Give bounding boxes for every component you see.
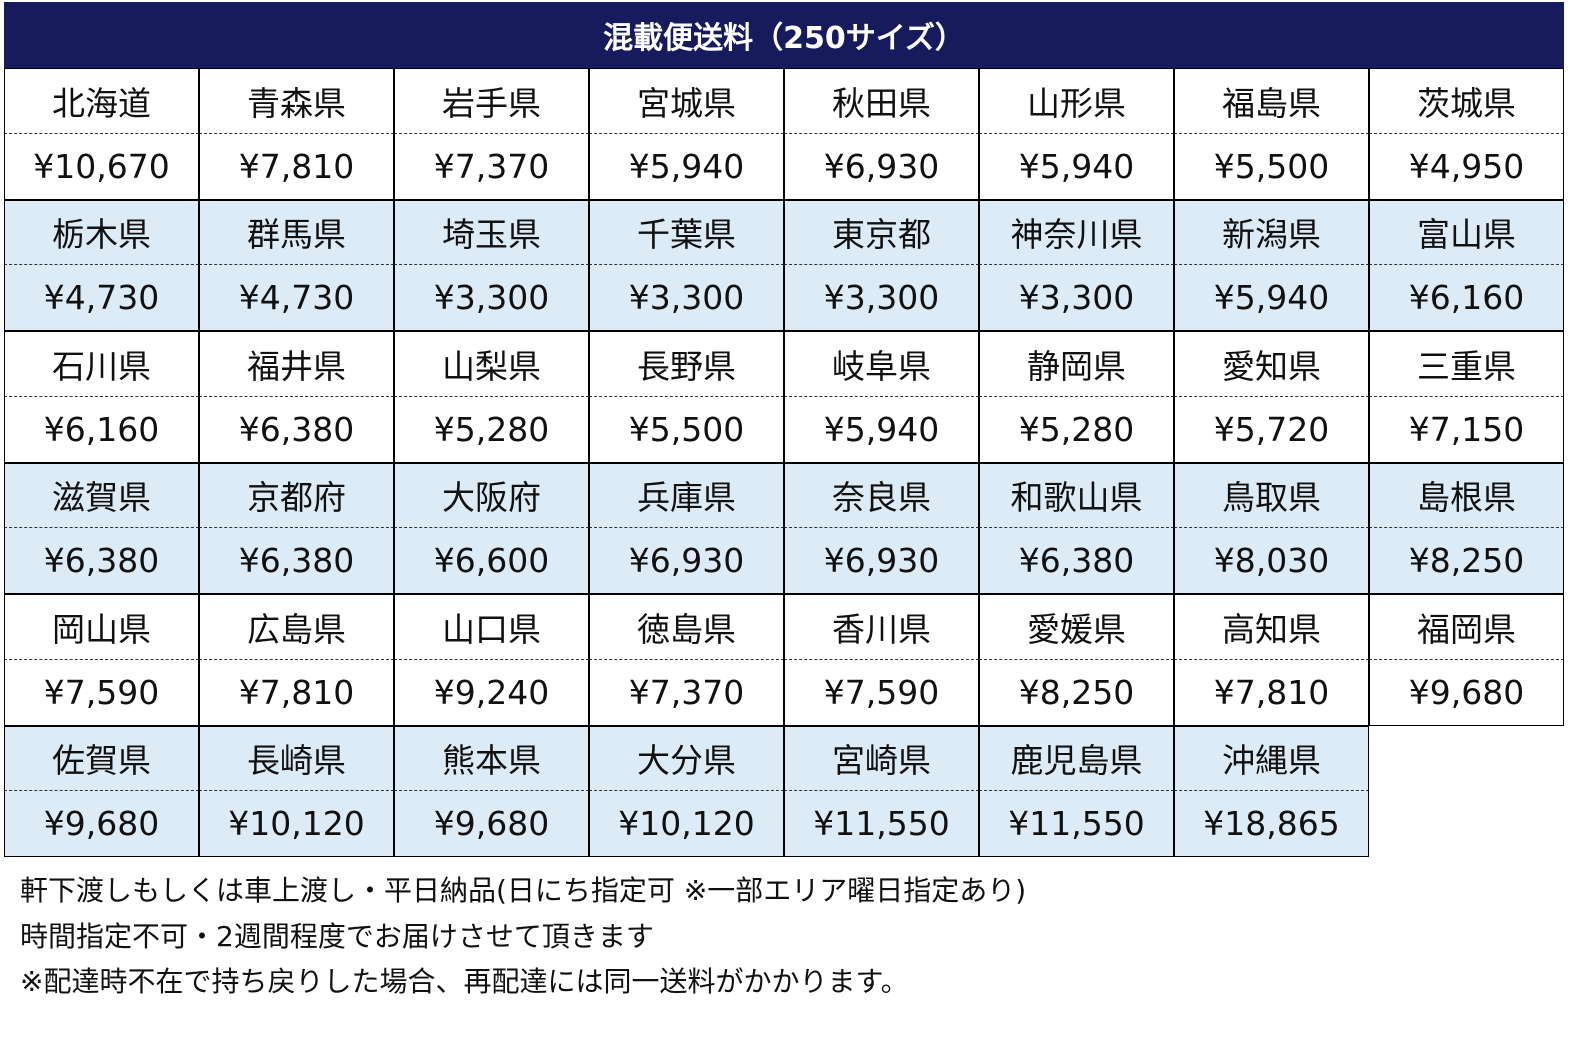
prefecture-name-cell: 福岡県 xyxy=(1369,594,1564,660)
shipping-price-cell: ¥8,250 xyxy=(979,659,1174,726)
prefecture-name-cell: 香川県 xyxy=(784,594,979,660)
prefecture-name-cell: 滋賀県 xyxy=(4,462,199,529)
shipping-price-cell: ¥7,590 xyxy=(784,659,979,726)
prefecture-name-cell: 高知県 xyxy=(1174,594,1369,660)
prefecture-name-cell: 愛知県 xyxy=(1174,331,1369,397)
prefecture-name-cell: 鹿児島県 xyxy=(979,725,1174,792)
shipping-price-cell: ¥7,810 xyxy=(199,659,394,726)
shipping-price-cell: ¥3,300 xyxy=(979,265,1174,331)
shipping-price-cell: ¥7,370 xyxy=(589,659,784,726)
shipping-price-cell: ¥3,300 xyxy=(784,265,979,331)
prefecture-name-cell: 岡山県 xyxy=(4,594,199,660)
shipping-price-cell: ¥5,500 xyxy=(589,396,784,463)
shipping-price-cell: ¥5,720 xyxy=(1174,396,1369,463)
prefecture-name-cell: 茨城県 xyxy=(1369,68,1564,134)
prefecture-name-cell: 長野県 xyxy=(589,331,784,397)
prefecture-name-cell: 愛媛県 xyxy=(979,594,1174,660)
prefecture-name-cell: 宮城県 xyxy=(589,68,784,134)
prefecture-name-cell: 栃木県 xyxy=(4,199,199,266)
prefecture-name-cell: 青森県 xyxy=(199,68,394,134)
shipping-price-cell: ¥6,160 xyxy=(4,396,199,463)
prefecture-name-cell: 福井県 xyxy=(199,331,394,397)
shipping-price-cell: ¥7,150 xyxy=(1369,396,1564,463)
shipping-price-cell: ¥7,590 xyxy=(4,659,199,726)
shipping-price-cell: ¥7,810 xyxy=(1174,659,1369,726)
shipping-price-cell: ¥9,240 xyxy=(394,659,589,726)
prefecture-name-cell: 埼玉県 xyxy=(394,199,589,266)
shipping-price-cell: ¥8,030 xyxy=(1174,528,1369,594)
prefecture-name-cell: 神奈川県 xyxy=(979,199,1174,266)
prefecture-name-cell: 大分県 xyxy=(589,725,784,792)
shipping-price-cell: ¥5,280 xyxy=(394,396,589,463)
prefecture-name-cell: 北海道 xyxy=(4,68,199,134)
prefecture-name-cell: 群馬県 xyxy=(199,199,394,266)
prefecture-name-cell: 山形県 xyxy=(979,68,1174,134)
note-line: ※配達時不在で持ち戻りした場合、再配達には同一送料がかかります。 xyxy=(20,965,909,998)
page-title: 混載便送料（250サイズ） xyxy=(4,2,1564,68)
shipping-price-cell: ¥4,730 xyxy=(199,265,394,331)
prefecture-name-cell: 徳島県 xyxy=(589,594,784,660)
shipping-price-cell: ¥8,250 xyxy=(1369,528,1564,594)
shipping-price-cell: ¥6,380 xyxy=(979,528,1174,594)
shipping-price-cell: ¥11,550 xyxy=(979,791,1174,857)
shipping-price-cell: ¥5,940 xyxy=(589,133,784,200)
shipping-price-cell: ¥3,300 xyxy=(394,265,589,331)
shipping-price-cell: ¥6,930 xyxy=(784,528,979,594)
prefecture-name-cell: 京都府 xyxy=(199,462,394,529)
shipping-price-cell: ¥5,940 xyxy=(784,396,979,463)
shipping-price-cell: ¥7,810 xyxy=(199,133,394,200)
shipping-price-cell: ¥9,680 xyxy=(1369,659,1564,726)
prefecture-name-cell: 福島県 xyxy=(1174,68,1369,134)
shipping-price-cell: ¥7,370 xyxy=(394,133,589,200)
shipping-price-cell: ¥6,930 xyxy=(589,528,784,594)
shipping-price-cell: ¥3,300 xyxy=(589,265,784,331)
prefecture-name-cell: 長崎県 xyxy=(199,725,394,792)
shipping-price-cell: ¥10,670 xyxy=(4,133,199,200)
prefecture-name-cell: 大阪府 xyxy=(394,462,589,529)
prefecture-name-cell: 秋田県 xyxy=(784,68,979,134)
prefecture-name-cell: 奈良県 xyxy=(784,462,979,529)
shipping-price-cell: ¥11,550 xyxy=(784,791,979,857)
prefecture-name-cell: 鳥取県 xyxy=(1174,462,1369,529)
prefecture-name-cell: 富山県 xyxy=(1369,199,1564,266)
shipping-price-cell: ¥18,865 xyxy=(1174,791,1369,857)
shipping-price-cell: ¥5,500 xyxy=(1174,133,1369,200)
shipping-price-cell: ¥6,600 xyxy=(394,528,589,594)
prefecture-name-cell: 佐賀県 xyxy=(4,725,199,792)
shipping-price-cell: ¥6,930 xyxy=(784,133,979,200)
shipping-price-cell: ¥10,120 xyxy=(199,791,394,857)
shipping-price-cell: ¥5,940 xyxy=(979,133,1174,200)
shipping-price-cell: ¥6,380 xyxy=(199,396,394,463)
shipping-price-cell: ¥9,680 xyxy=(394,791,589,857)
prefecture-name-cell: 新潟県 xyxy=(1174,199,1369,266)
prefecture-name-cell: 和歌山県 xyxy=(979,462,1174,529)
prefecture-name-cell: 宮崎県 xyxy=(784,725,979,792)
prefecture-name-cell: 山梨県 xyxy=(394,331,589,397)
shipping-price-cell: ¥5,280 xyxy=(979,396,1174,463)
note-line: 時間指定不可・2週間程度でお届けさせて頂きます xyxy=(20,919,654,953)
shipping-price-cell: ¥9,680 xyxy=(4,791,199,857)
prefecture-name-cell: 広島県 xyxy=(199,594,394,660)
notes: 軒下渡しもしくは車上渡し・平日納品(日にち指定可 ※一部エリア曜日指定あり) 時… xyxy=(20,868,1026,1005)
prefecture-name-cell: 沖縄県 xyxy=(1174,725,1369,792)
prefecture-name-cell: 千葉県 xyxy=(589,199,784,266)
prefecture-name-cell: 岐阜県 xyxy=(784,331,979,397)
shipping-price-cell: ¥6,380 xyxy=(4,528,199,594)
prefecture-name-cell: 三重県 xyxy=(1369,331,1564,397)
shipping-price-cell: ¥4,950 xyxy=(1369,133,1564,200)
prefecture-name-cell: 石川県 xyxy=(4,331,199,397)
shipping-price-cell: ¥10,120 xyxy=(589,791,784,857)
note-line: 軒下渡しもしくは車上渡し・平日納品(日にち指定可 ※一部エリア曜日指定あり) xyxy=(20,874,1027,907)
prefecture-name-cell: 山口県 xyxy=(394,594,589,660)
prefecture-name-cell: 岩手県 xyxy=(394,68,589,134)
shipping-price-cell: ¥4,730 xyxy=(4,265,199,331)
prefecture-name-cell: 東京都 xyxy=(784,199,979,266)
prefecture-name-cell: 島根県 xyxy=(1369,462,1564,529)
prefecture-name-cell: 熊本県 xyxy=(394,725,589,792)
shipping-price-cell: ¥6,380 xyxy=(199,528,394,594)
shipping-price-cell: ¥5,940 xyxy=(1174,265,1369,331)
shipping-price-cell: ¥6,160 xyxy=(1369,265,1564,331)
prefecture-name-cell: 兵庫県 xyxy=(589,462,784,529)
prefecture-name-cell: 静岡県 xyxy=(979,331,1174,397)
